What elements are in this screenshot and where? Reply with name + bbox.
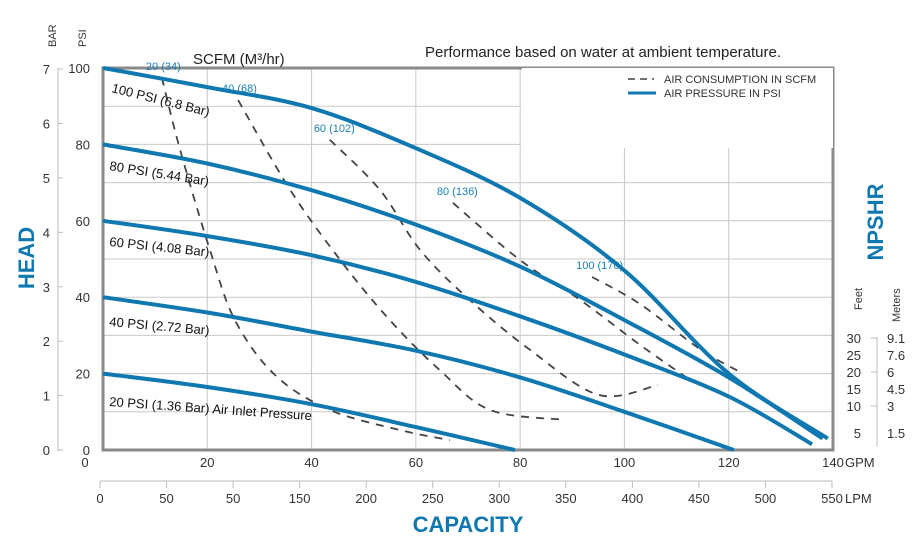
gpm-tick-label: 40 (304, 455, 318, 470)
psi-tick-label: 80 (76, 137, 90, 152)
lpm-tick-label: 550 (821, 491, 843, 506)
lpm-tick-label: 0 (96, 491, 103, 506)
npshr-feet-tick: 15 (847, 382, 861, 397)
gpm-tick-label: 120 (718, 455, 740, 470)
bar-tick-label: 2 (43, 334, 50, 349)
gpm-tick-label: 140 (822, 455, 844, 470)
air-consumption-label: 100 (170) (576, 260, 623, 272)
air-consumption-line (237, 99, 566, 421)
chart-title: Performance based on water at ambient te… (425, 44, 781, 61)
bar-tick-label: 4 (43, 225, 50, 240)
gpm-tick-label: 100 (614, 455, 636, 470)
psi-tick-label: 40 (76, 290, 90, 305)
npshr-meters-tick: 9.1 (887, 331, 905, 346)
y-axis-title: HEAD (14, 227, 39, 289)
gpm-tick-label: 80 (513, 455, 527, 470)
air-consumption-label: 60 (102) (314, 123, 355, 135)
scfm-header: SCFM (M³/hr) (193, 51, 285, 68)
npshr-meters-tick: 1.5 (887, 426, 905, 441)
air-consumption-line (591, 276, 741, 373)
lpm-tick-label: 150 (289, 491, 311, 506)
lpm-unit-label: LPM (845, 491, 872, 506)
bar-tick-label: 5 (43, 171, 50, 186)
bar-tick-label: 7 (43, 62, 50, 77)
gpm-unit-label: GPM (845, 455, 875, 470)
lpm-tick-label: 400 (622, 491, 644, 506)
pressure-curve (102, 66, 829, 441)
legend: AIR CONSUMPTION IN SCFM AIR PRESSURE IN … (522, 68, 833, 148)
bar-tick-label: 0 (43, 443, 50, 458)
pressure-curve (102, 371, 516, 452)
lpm-tick-label: 200 (355, 491, 377, 506)
plot-border (101, 66, 835, 452)
npshr-feet-tick: 20 (847, 365, 861, 380)
plot-frame (101, 66, 835, 452)
npshr-meters-label: Meters (891, 288, 903, 322)
air-consumption-line (161, 77, 450, 441)
pressure-curve-label: 60 PSI (4.08 Bar) (109, 234, 210, 259)
npshr-feet-tick: 5 (854, 426, 861, 441)
lpm-tick-label: 50 (226, 491, 240, 506)
psi-tick-label: 20 (76, 367, 90, 382)
lpm-tick-label: 450 (688, 491, 710, 506)
psi-tick-label: 60 (76, 214, 90, 229)
npshr-feet-label: Feet (853, 288, 865, 310)
bar-unit-label: BAR (47, 24, 59, 47)
pressure-curve-label: 40 PSI (2.72 Bar) (109, 314, 210, 338)
pressure-curve (102, 295, 735, 452)
npshr-feet-tick: 10 (847, 399, 861, 414)
air-consumption-label: 20 (34) (146, 61, 181, 73)
npshr-feet-tick: 30 (847, 331, 861, 346)
psi-tick-label: 0 (83, 443, 90, 458)
npshr-meters-tick: 7.6 (887, 348, 905, 363)
lpm-tick-label: 250 (422, 491, 444, 506)
npshr-meters-tick: 6 (887, 365, 894, 380)
bar-tick-label: 3 (43, 280, 50, 295)
npshr-feet-tick: 25 (847, 348, 861, 363)
lpm-tick-label: 500 (755, 491, 777, 506)
npshr-title: NPSHR (863, 183, 888, 260)
gpm-tick-label: 0 (81, 455, 88, 470)
psi-tick-label: 100 (68, 61, 90, 76)
legend-air-consumption: AIR CONSUMPTION IN SCFM (664, 74, 816, 86)
pressure-curve (102, 218, 814, 447)
lpm-tick-label: 350 (555, 491, 577, 506)
gpm-tick-label: 20 (200, 455, 214, 470)
bar-tick-label: 6 (43, 117, 50, 132)
pressure-curve (102, 142, 824, 441)
npshr-meters-tick: 3 (887, 399, 894, 414)
lpm-tick-label: 50 (159, 491, 173, 506)
bar-tick-label: 1 (43, 389, 50, 404)
npshr-meters-tick: 4.5 (887, 382, 905, 397)
legend-air-pressure: AIR PRESSURE IN PSI (664, 88, 781, 100)
gpm-tick-label: 60 (409, 455, 423, 470)
legend-box (522, 68, 833, 148)
lpm-tick-label: 300 (488, 491, 510, 506)
air-consumption-label: 80 (136) (437, 186, 478, 198)
psi-unit-label: PSI (77, 29, 89, 47)
x-axis-title: CAPACITY (413, 512, 524, 537)
grid (103, 68, 833, 450)
